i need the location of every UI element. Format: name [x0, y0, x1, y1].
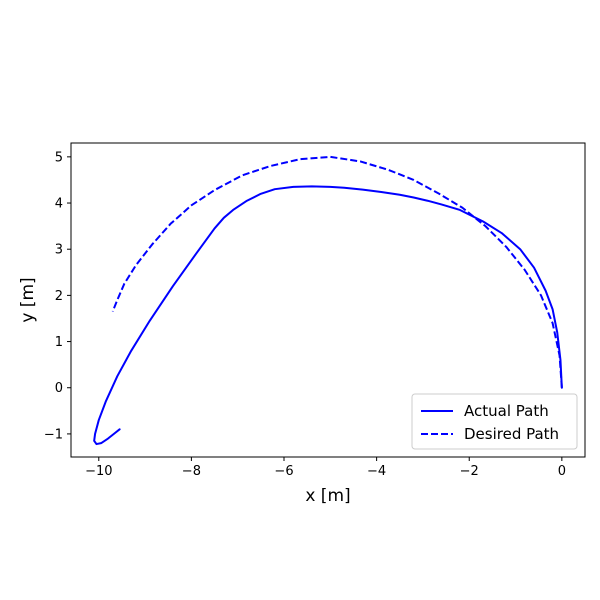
x-tick-label: −2 — [460, 464, 479, 479]
y-tick-label: −1 — [44, 427, 63, 442]
y-tick-label: 2 — [55, 289, 63, 304]
y-axis-title: y [m] — [18, 277, 38, 322]
x-axis-ticks: −10 −8 −6 −4 −2 0 — [85, 457, 566, 479]
y-tick-label: 5 — [55, 150, 63, 165]
x-axis-title: x [m] — [305, 486, 350, 506]
y-tick-label: 1 — [55, 335, 63, 350]
y-tick-label: 3 — [55, 243, 63, 258]
plot-frame — [70, 142, 586, 458]
x-tick-label: −6 — [274, 464, 293, 479]
legend-label: Desired Path — [464, 425, 559, 443]
series-layer — [93, 155, 563, 446]
x-tick-label: −4 — [367, 464, 386, 479]
series-line-actual-path — [93, 185, 563, 446]
y-tick-label: 4 — [55, 197, 63, 212]
y-axis-ticks: −1 0 1 2 3 4 5 — [44, 150, 71, 442]
x-tick-label: 0 — [558, 464, 566, 479]
x-tick-label: −10 — [85, 464, 112, 479]
legend-box — [411, 393, 578, 450]
y-tick-label: 0 — [55, 381, 63, 396]
legend-label: Actual Path — [464, 402, 549, 420]
legend: Actual Path Desired Path — [411, 393, 578, 450]
series-line-desired-path — [111, 155, 563, 388]
x-tick-label: −8 — [182, 464, 201, 479]
